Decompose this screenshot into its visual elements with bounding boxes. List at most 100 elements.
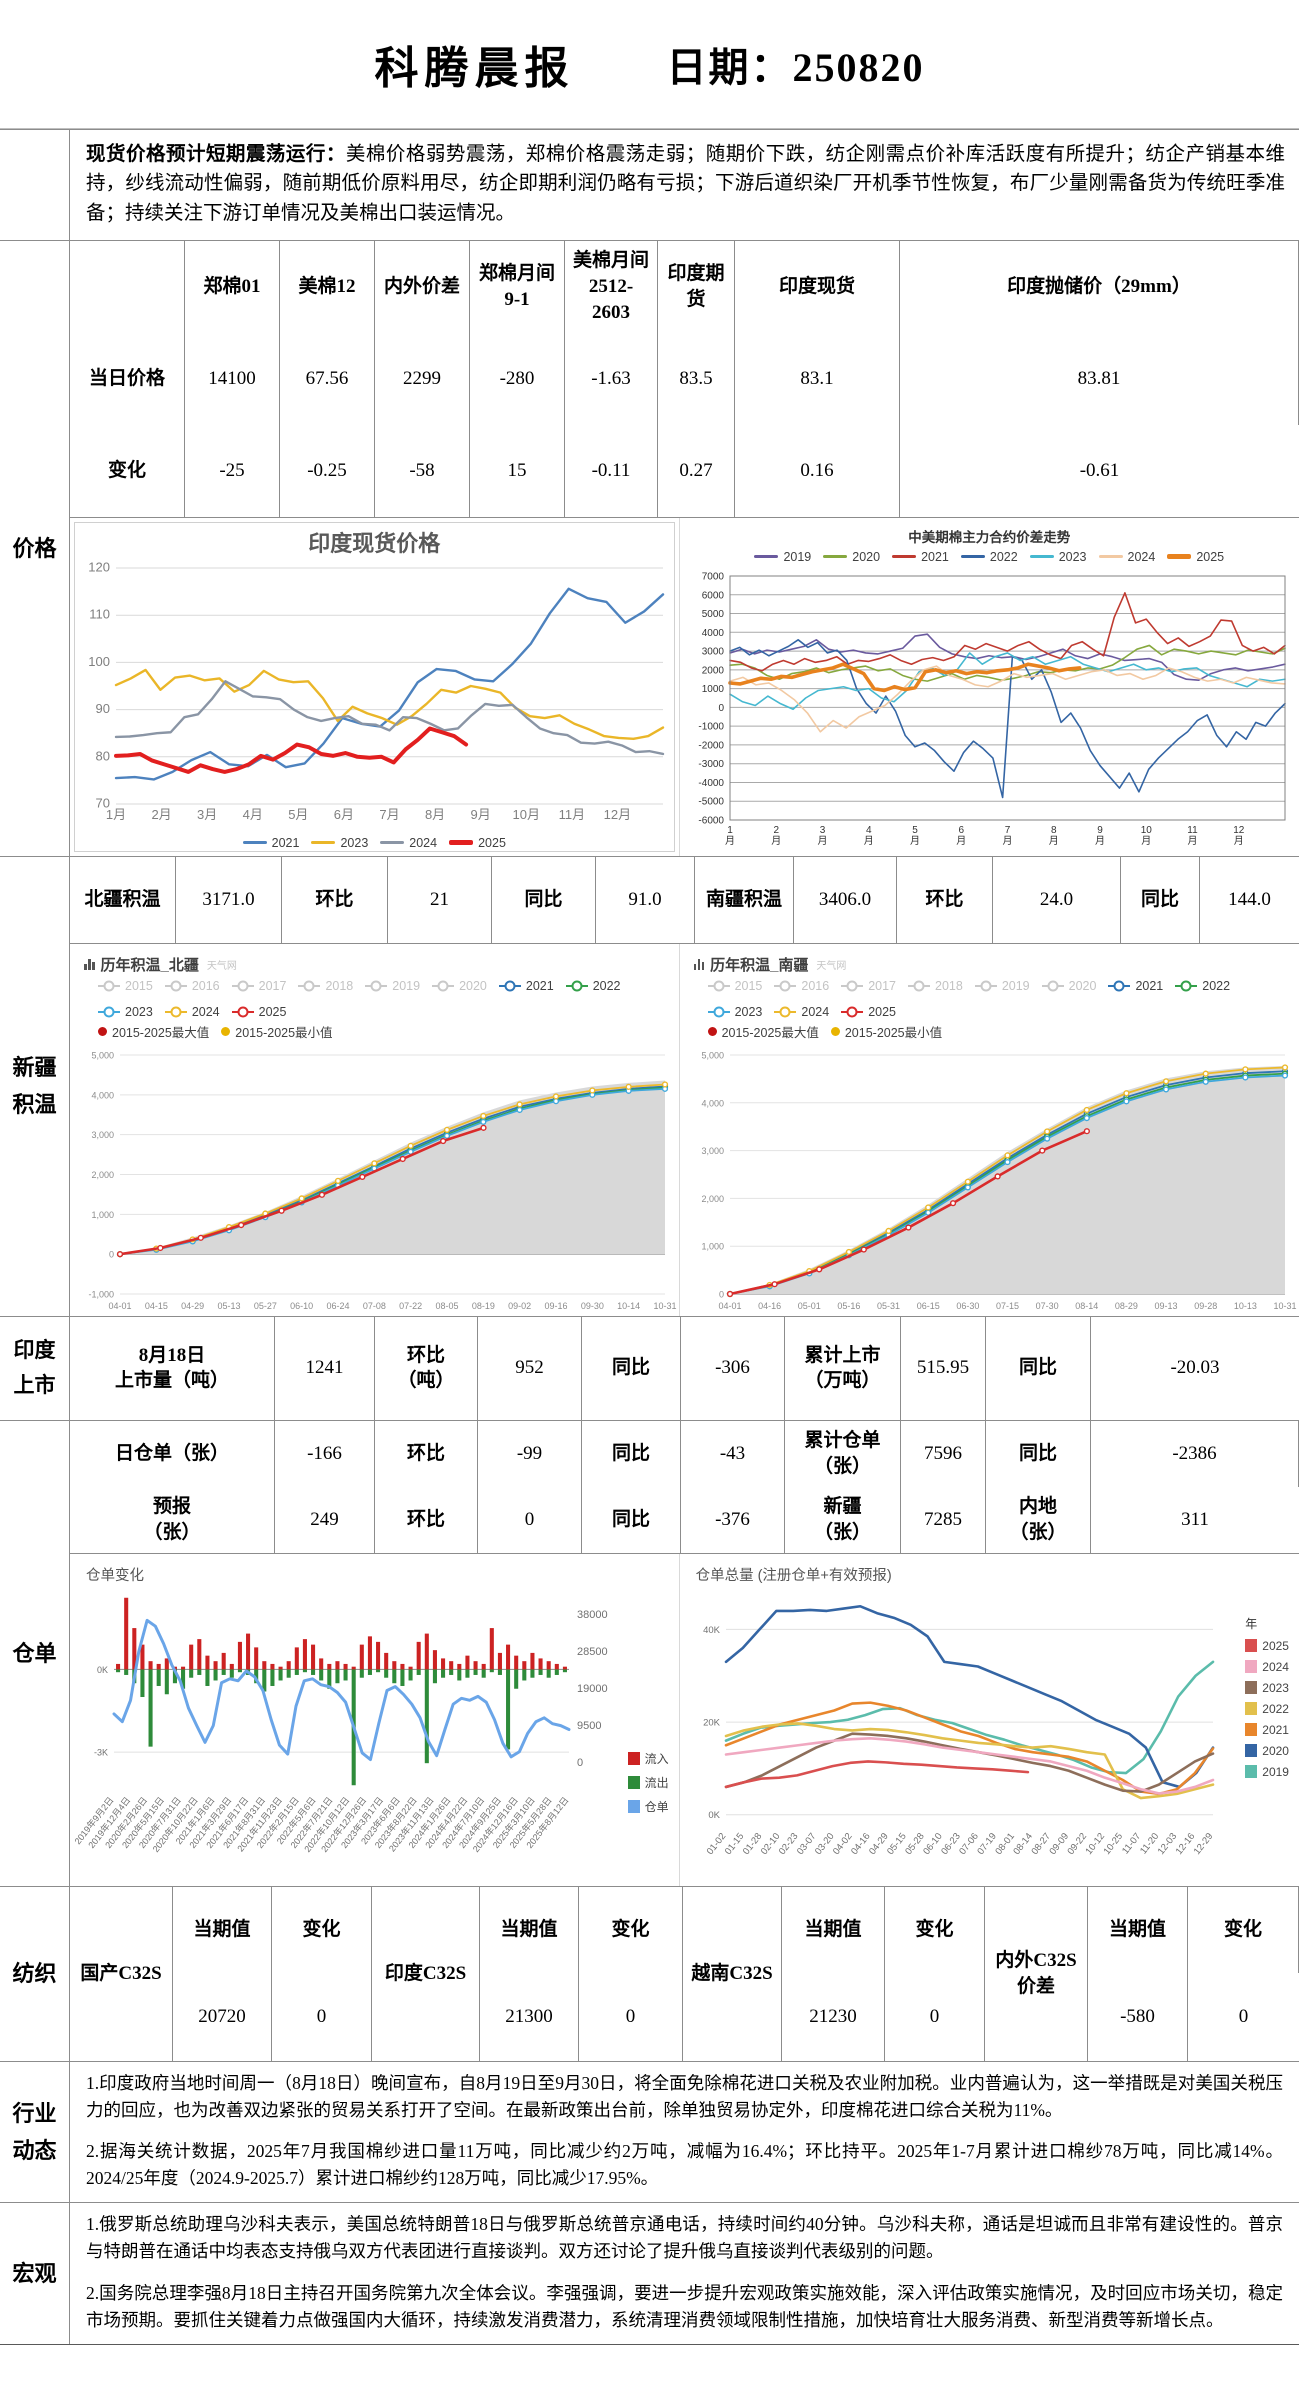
price-change: 0.16 [735, 424, 900, 517]
chart-title: 印度现货价格 [308, 530, 441, 556]
svg-text:04-16: 04-16 [758, 1301, 781, 1311]
svg-text:4月: 4月 [243, 807, 263, 822]
svg-text:0K: 0K [97, 1665, 108, 1675]
warrant-cell: 新疆 （张） [785, 1486, 901, 1553]
svg-text:3000: 3000 [701, 646, 724, 657]
warrant-cell: -166 [275, 1420, 375, 1487]
svg-text:9月: 9月 [1095, 825, 1105, 847]
legend-swatch-icon [98, 980, 120, 992]
svg-text:-3000: -3000 [698, 759, 724, 770]
warrant-change-chart: 仓单变化 流入 流出 仓单 0K -3K 38000 28500 19000 9500 0 2019年… [70, 1553, 680, 1886]
svg-text:40K: 40K [703, 1625, 721, 1636]
price-col-header: 印度期货 [658, 240, 735, 333]
legend-item: 2015-2025最小值 [830, 1022, 942, 1041]
legend-item: 2015-2025最大值 [98, 1022, 209, 1041]
macro-news-item: 1.俄罗斯总统助理乌沙科夫表示，美国总统特朗普18日与俄罗斯总统普京通电话，持续… [86, 2214, 1283, 2262]
price-change: -0.61 [1079, 459, 1120, 481]
svg-text:3,000: 3,000 [91, 1130, 114, 1140]
textile-col-header: 变化 [885, 1886, 985, 1973]
svg-text:19000: 19000 [577, 1683, 608, 1695]
svg-text:11月: 11月 [1187, 825, 1198, 847]
legend-swatch-icon [1245, 1744, 1258, 1758]
svg-text:07-15: 07-15 [996, 1301, 1019, 1311]
svg-text:08-05: 08-05 [435, 1301, 458, 1311]
price-col-header: 郑棉月间 9-1 [470, 240, 565, 333]
warrant-total-chart: 仓单总量 (注册仓单+有效预报) 年 2025 2024 2023 2022 2021 202… [679, 1553, 1299, 1886]
svg-text:06-23: 06-23 [939, 1831, 963, 1857]
legend-item: 2015-2025最小值 [221, 1022, 333, 1041]
svg-text:12-03: 12-03 [1155, 1831, 1179, 1857]
svg-text:02-23: 02-23 [776, 1831, 800, 1857]
textile-col-header: 当期值 [1088, 1886, 1188, 1973]
svg-text:05-16: 05-16 [837, 1301, 860, 1311]
svg-text:06-24: 06-24 [326, 1301, 349, 1311]
svg-text:08-27: 08-27 [1029, 1831, 1053, 1857]
legend-item: 2017 [841, 979, 896, 993]
report-date: 日期：250820 [666, 45, 925, 90]
textile-group-label: 国产C32S [70, 1886, 173, 2061]
jiwen-cell: 144.0 [1228, 888, 1271, 910]
bar-chart-icon [84, 958, 95, 971]
legend-swatch-icon [1245, 1660, 1258, 1674]
legend-swatch-icon [1245, 1681, 1258, 1695]
legend-swatch-icon [754, 555, 779, 559]
svg-text:9月: 9月 [471, 807, 491, 822]
textile-value: 21230 [782, 1972, 885, 2061]
svg-text:01-15: 01-15 [722, 1831, 746, 1857]
svg-text:09-30: 09-30 [581, 1301, 604, 1311]
warrant-cell: -43 [681, 1420, 785, 1487]
morning-report: 科腾晨报 日期：250820 现货价格预计短期震荡运行：美棉价格弱势震荡，郑棉价… [0, 44, 1299, 2345]
legend-item: 2019 [974, 979, 1030, 993]
chart-title: 历年积温_南疆 天气网 [680, 944, 1299, 977]
price-col-header: 美棉月间 2512- 2603 [565, 240, 658, 333]
textile-value: 0 [579, 1972, 683, 2061]
svg-text:-5000: -5000 [698, 796, 724, 807]
legend-swatch-icon [98, 1006, 120, 1018]
svg-text:01-02: 01-02 [704, 1831, 728, 1857]
sidebar-item-textile: 纺织 [0, 1886, 70, 2061]
svg-text:70: 70 [96, 795, 110, 810]
svg-text:7000: 7000 [701, 571, 724, 582]
summary-paragraph: 现货价格预计短期震荡运行：美棉价格弱势震荡，郑棉价格震荡走弱；随期价下跌，纺企刚… [70, 130, 1299, 240]
jiwen-cell: 21 [388, 856, 492, 943]
svg-text:1000: 1000 [701, 684, 724, 695]
svg-text:05-27: 05-27 [254, 1301, 277, 1311]
price-col-header: 印度现货 [735, 240, 900, 333]
warrant-cell: 249 [275, 1486, 375, 1553]
svg-text:3月: 3月 [197, 807, 217, 822]
jiwen-cell: 环比 [897, 856, 993, 943]
sidebar-item-jiwen: 新疆积温 [0, 856, 70, 1316]
svg-text:20K: 20K [703, 1717, 721, 1728]
svg-text:0K: 0K [708, 1810, 720, 1821]
legend-swatch-icon [1245, 1639, 1258, 1653]
sidebar-item-price: 价格 [0, 240, 70, 856]
legend-swatch-icon [449, 840, 474, 846]
price-value: 83.5 [658, 332, 735, 425]
warrant-cell: -376 [681, 1486, 785, 1553]
legend-item: 2020 [1245, 1744, 1289, 1758]
legend-swatch-icon [1029, 555, 1054, 559]
price-value: 83.1 [735, 332, 900, 425]
svg-text:5,000: 5,000 [701, 1050, 724, 1060]
svg-text:10-14: 10-14 [617, 1301, 640, 1311]
legend-swatch-icon [841, 1006, 864, 1018]
legend-swatch-icon [830, 1026, 840, 1036]
legend-item: 2022 [1245, 1702, 1289, 1716]
legend-item: 2020 [823, 550, 880, 564]
chart-title: 仓单变化 [86, 1567, 144, 1584]
svg-text:0: 0 [719, 1289, 724, 1299]
legend-item: 2024 [1098, 550, 1155, 564]
india-cell: 8月18日 上市量（吨） [70, 1316, 275, 1420]
legend-swatch-icon [221, 1026, 231, 1036]
chart-watermark: 天气网 [816, 960, 847, 972]
legend-swatch-icon [1245, 1723, 1258, 1737]
legend-swatch-icon [960, 555, 985, 559]
price-change: -25 [185, 424, 280, 517]
india-cell: 515.95 [901, 1316, 986, 1420]
svg-text:09-22: 09-22 [1065, 1831, 1089, 1857]
svg-text:120: 120 [88, 559, 110, 574]
price-change: -0.25 [280, 424, 375, 517]
price-change: 15 [470, 424, 565, 517]
legend-swatch-icon [231, 980, 254, 992]
svg-text:-6000: -6000 [698, 815, 724, 826]
